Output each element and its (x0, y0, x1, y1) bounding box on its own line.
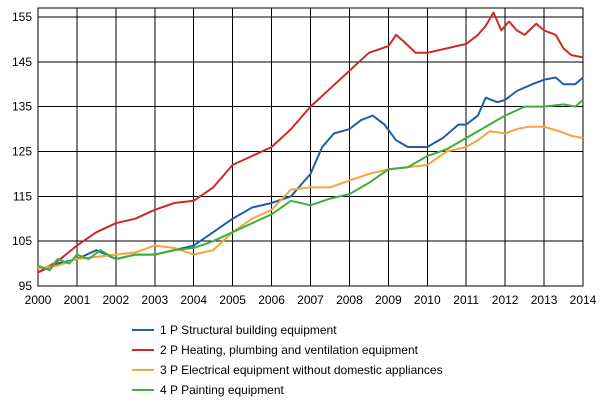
x-tick-label: 2001 (64, 293, 91, 307)
legend: 1 P Structural building equipment 2 P He… (132, 320, 443, 400)
legend-swatch-3 (132, 369, 154, 371)
legend-swatch-2 (132, 349, 154, 351)
y-tick-label: 115 (13, 189, 32, 203)
series-lines (37, 11, 584, 274)
legend-item-4: 4 P Painting equipment (132, 380, 443, 400)
x-tick-label: 2009 (375, 293, 402, 307)
x-tick-label: 2000 (25, 293, 52, 307)
legend-label-4: 4 P Painting equipment (160, 383, 284, 397)
legend-label-3: 3 P Electrical equipment without domesti… (160, 363, 443, 377)
x-tick-label: 2011 (453, 293, 479, 307)
legend-swatch-1 (132, 329, 154, 331)
series-line-2 (37, 11, 584, 274)
legend-label-2: 2 P Heating, plumbing and ventilation eq… (160, 343, 418, 357)
x-axis-ticks: 2000 2001 2002 2003 2004 2005 2006 2007 2008 2009… (25, 293, 597, 307)
legend-swatch-4 (132, 389, 154, 391)
x-tick-label: 2004 (180, 293, 207, 307)
y-tick-label: 135 (12, 100, 32, 114)
y-tick-label: 125 (12, 144, 32, 158)
x-tick-label: 2010 (414, 293, 441, 307)
y-tick-label: 95 (19, 279, 33, 293)
x-tick-label: 2012 (492, 293, 519, 307)
x-tick-label: 2002 (103, 293, 130, 307)
x-tick-label: 2013 (531, 293, 558, 307)
x-tick-label: 2005 (219, 293, 246, 307)
series-line-3 (37, 125, 584, 270)
x-tick-label: 2006 (258, 293, 285, 307)
x-tick-label: 2008 (336, 293, 363, 307)
x-tick-label: 2014 (570, 293, 597, 307)
y-tick-label: 105 (12, 234, 32, 248)
series-line-4 (37, 99, 584, 272)
y-tick-label: 155 (12, 10, 32, 24)
legend-item-1: 1 P Structural building equipment (132, 320, 443, 340)
y-tick-label: 145 (12, 55, 32, 69)
x-tick-label: 2007 (297, 293, 324, 307)
legend-item-3: 3 P Electrical equipment without domesti… (132, 360, 443, 380)
legend-item-2: 2 P Heating, plumbing and ventilation eq… (132, 340, 443, 360)
y-axis-ticks: 95 105 115 125 135 145 155 (12, 10, 32, 293)
grid (37, 7, 584, 287)
x-tick-label: 2003 (141, 293, 168, 307)
legend-label-1: 1 P Structural building equipment (160, 323, 337, 337)
